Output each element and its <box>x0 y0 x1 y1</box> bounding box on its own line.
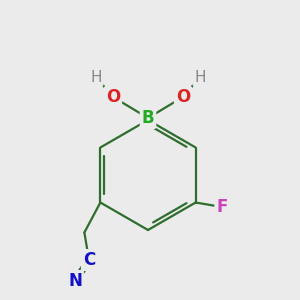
Text: C: C <box>83 251 95 269</box>
Text: F: F <box>216 198 228 216</box>
Text: H: H <box>194 70 206 85</box>
Text: O: O <box>106 88 120 106</box>
Text: N: N <box>68 272 82 290</box>
Text: B: B <box>142 109 154 127</box>
Text: O: O <box>176 88 190 106</box>
Text: H: H <box>90 70 102 85</box>
